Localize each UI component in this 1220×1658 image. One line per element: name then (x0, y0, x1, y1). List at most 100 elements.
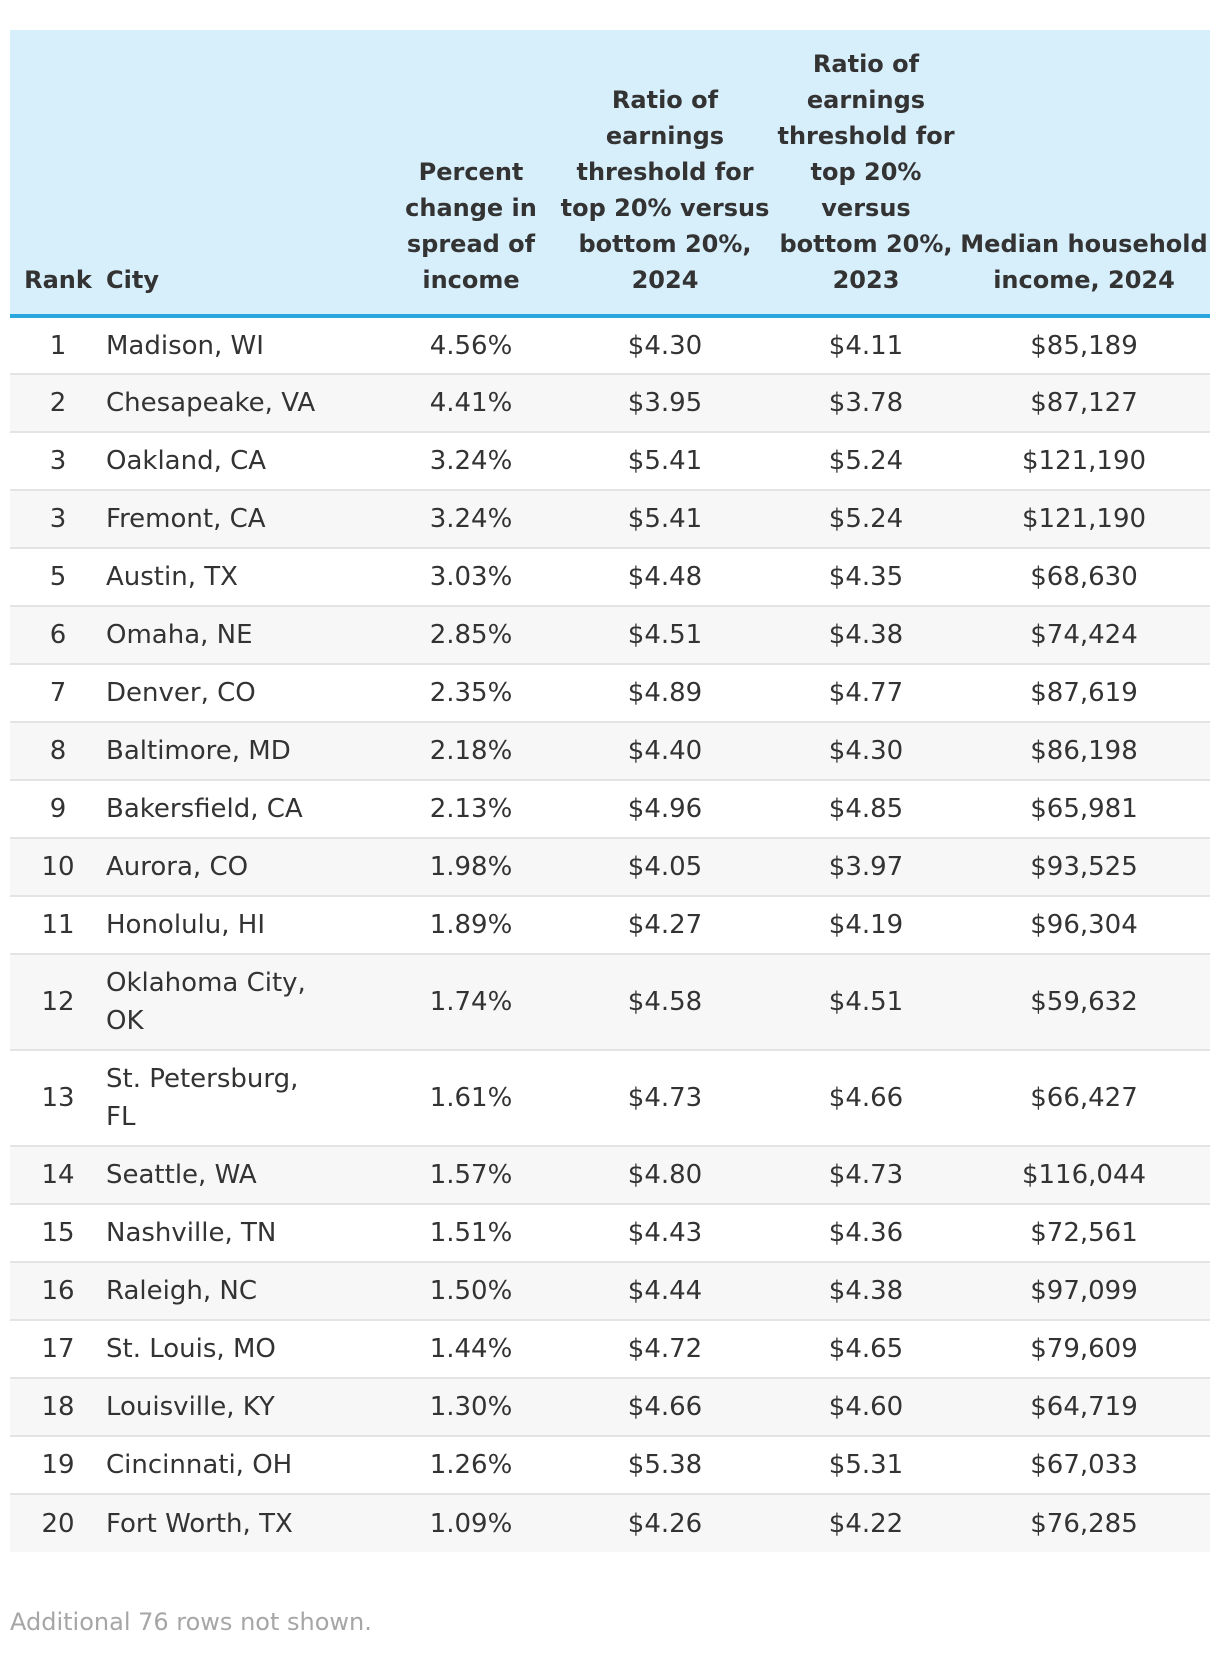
cell-city: Chesapeake, VA (106, 374, 386, 433)
cell-median-income: $66,427 (958, 1050, 1210, 1147)
cell-ratio-2024: $5.41 (556, 490, 774, 549)
column-header-ratio-2023: Ratio of earnings threshold for top 20% … (774, 30, 958, 318)
city-name: Cincinnati, OH (106, 1450, 293, 1480)
cell-ratio-2023: $5.24 (774, 490, 958, 549)
cell-ratio-2023: $4.73 (774, 1146, 958, 1205)
cell-city: Austin, TX (106, 548, 386, 607)
cell-ratio-2024: $4.51 (556, 606, 774, 665)
cell-rank: 1 (10, 316, 106, 375)
cell-ratio-2023: $4.38 (774, 1262, 958, 1321)
cell-median-income: $72,561 (958, 1204, 1210, 1263)
cell-rank: 6 (10, 606, 106, 665)
cell-ratio-2024: $4.26 (627, 1508, 703, 1539)
cell-median-income: $74,424 (958, 606, 1210, 665)
cell-ratio-2023: $4.19 (774, 896, 958, 955)
cell-city: Omaha, NE (106, 606, 386, 665)
cell-percent-change: 2.18% (386, 722, 556, 781)
cell-ratio-2023: $5.31 (774, 1436, 958, 1495)
city-name: Austin, TX (106, 562, 238, 592)
city-name: Seattle, WA (106, 1160, 257, 1190)
cell-ratio-2023: $5.24 (774, 432, 958, 491)
cell-ratio-2023: $3.78 (774, 374, 958, 433)
table-row: 14 Seattle, WA 1.57% $4.80 $4.73 $116,044 (10, 1146, 1210, 1205)
cell-median-income: $121,190 (958, 490, 1210, 549)
cell-ratio-2024: $5.38 (556, 1436, 774, 1495)
table-row: 2 Chesapeake, VA 4.41% $3.95 $3.78 $87,127 (10, 374, 1210, 433)
cell-city: Louisville, KY (106, 1378, 386, 1437)
cell-ratio-2023: $4.65 (774, 1320, 958, 1379)
column-header-median-income: Median household income, 2024 (958, 30, 1210, 318)
cell-ratio-2023: $4.22 (828, 1508, 904, 1539)
cell-median-income: $97,099 (958, 1262, 1210, 1321)
cell-ratio-2024: $4.89 (556, 664, 774, 723)
city-name: Madison, WI (106, 330, 264, 361)
cell-ratio-2023: $4.77 (774, 664, 958, 723)
cell-city: Bakersfield, CA (106, 780, 386, 839)
cell-rank: 3 (10, 432, 106, 491)
cell-rank: 17 (10, 1320, 106, 1379)
cell-percent-change: 3.24% (386, 490, 556, 549)
cell-city: Aurora, CO (106, 838, 386, 897)
cell-median-income: $68,630 (958, 548, 1210, 607)
cell-rank: 3 (10, 490, 106, 549)
cell-median-income: $67,033 (958, 1436, 1210, 1495)
table-row: 20 Fort Worth, TX 1.09% $4.26 $4.22 $76,285 (10, 1494, 1210, 1552)
cell-percent-change: 1.61% (386, 1050, 556, 1147)
cell-median-income: $85,189 (958, 316, 1210, 375)
cell-median-income: $116,044 (958, 1146, 1210, 1205)
table-row: 18 Louisville, KY 1.30% $4.66 $4.60 $64,719 (10, 1378, 1210, 1437)
cell-percent-change: 4.56% (386, 316, 556, 375)
city-name: Oklahoma City, OK (106, 968, 306, 1036)
cell-median-income: $96,304 (958, 896, 1210, 955)
table-row: 16 Raleigh, NC 1.50% $4.44 $4.38 $97,099 (10, 1262, 1210, 1321)
cell-rank: 12 (10, 954, 106, 1051)
cell-ratio-2024: $4.96 (556, 780, 774, 839)
cell-ratio-2024: $4.30 (556, 316, 774, 375)
city-name: Fremont, CA (106, 504, 266, 534)
city-name: Nashville, TN (106, 1218, 277, 1248)
city-name: St. Louis, MO (106, 1334, 276, 1364)
table-row: 19 Cincinnati, OH 1.26% $5.38 $5.31 $67,033 (10, 1436, 1210, 1495)
cell-rank: 16 (10, 1262, 106, 1321)
city-name: Fort Worth, TX (106, 1508, 293, 1539)
cell-median-income: $121,190 (958, 432, 1210, 491)
cell-city: Madison, WI (106, 316, 386, 375)
cell-median-income: $87,619 (958, 664, 1210, 723)
cell-ratio-2024: $4.72 (556, 1320, 774, 1379)
city-name: Chesapeake, VA (106, 388, 316, 418)
cell-percent-change: 1.50% (386, 1262, 556, 1321)
table-row: 6 Omaha, NE 2.85% $4.51 $4.38 $74,424 (10, 606, 1210, 665)
city-name: Raleigh, NC (106, 1276, 257, 1306)
table-row: 3 Oakland, CA 3.24% $5.41 $5.24 $121,190 (10, 432, 1210, 491)
cell-median-income: $65,981 (958, 780, 1210, 839)
cell-percent-change: 1.30% (386, 1378, 556, 1437)
cell-percent-change: 1.98% (386, 838, 556, 897)
cell-city: Seattle, WA (106, 1146, 386, 1205)
cell-ratio-2023: $4.51 (774, 954, 958, 1051)
cell-percent-change: 1.51% (386, 1204, 556, 1263)
cell-rank: 7 (10, 664, 106, 723)
column-header-percent-change: Percent change in spread of income (386, 30, 556, 318)
cell-median-income: $76,285 (1030, 1508, 1138, 1539)
city-name: Denver, CO (106, 678, 256, 708)
table-row: 17 St. Louis, MO 1.44% $4.72 $4.65 $79,609 (10, 1320, 1210, 1379)
table-row: 12 Oklahoma City, OK 1.74% $4.58 $4.51 $59,63… (10, 954, 1210, 1051)
table-body: 1 Madison, WI 4.56% $4.30 $4.11 $85,189 2 Chesa… (10, 316, 1210, 1552)
cell-median-income: $79,609 (958, 1320, 1210, 1379)
cell-rank: 19 (10, 1436, 106, 1495)
cell-ratio-2023: $3.97 (774, 838, 958, 897)
cell-rank: 13 (10, 1050, 106, 1147)
cell-percent-change: 3.24% (386, 432, 556, 491)
cell-ratio-2024: $4.58 (556, 954, 774, 1051)
cell-ratio-2023: $4.30 (774, 722, 958, 781)
cell-ratio-2024: $4.66 (556, 1378, 774, 1437)
cell-city: Nashville, TN (106, 1204, 386, 1263)
cell-rank: 14 (10, 1146, 106, 1205)
cell-percent-change: 2.85% (386, 606, 556, 665)
cell-ratio-2024: $4.43 (556, 1204, 774, 1263)
column-header-rank: Rank (10, 30, 106, 318)
cell-city: Fort Worth, TX (106, 1494, 386, 1552)
cell-city: Baltimore, MD (106, 722, 386, 781)
cell-ratio-2023: $4.38 (774, 606, 958, 665)
cell-city: St. Petersburg, FL (106, 1050, 386, 1147)
